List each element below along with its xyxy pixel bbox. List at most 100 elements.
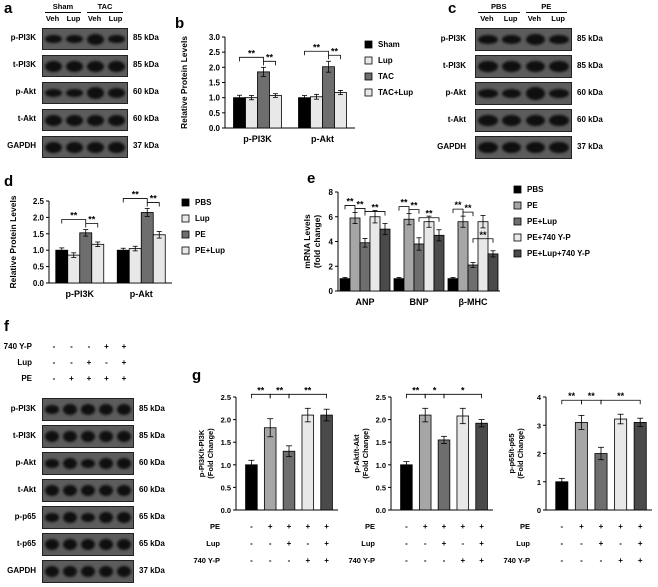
- panel-letter-b: b: [175, 15, 185, 32]
- condition-sign: -: [52, 374, 56, 383]
- y-tick-label: 1.0: [376, 461, 386, 470]
- kda-label: 60 kDa: [577, 87, 603, 97]
- blot-strip: [42, 560, 134, 583]
- blot-band: [44, 484, 60, 497]
- legend-label: TAC: [378, 72, 394, 81]
- bar: [393, 278, 405, 292]
- condition-sign: +: [86, 358, 92, 367]
- significance-marker: **: [464, 203, 472, 213]
- bar: [349, 217, 361, 292]
- significance-marker: **: [132, 190, 140, 200]
- blot-band: [525, 141, 546, 154]
- bar: [152, 234, 166, 284]
- blot-band: [549, 60, 569, 73]
- blot-band: [80, 512, 96, 523]
- significance-marker: **: [313, 42, 321, 52]
- significance-marker: **: [410, 201, 418, 211]
- blot-band: [62, 511, 78, 524]
- condition-label: PE: [21, 374, 32, 383]
- blot-label-p-pi3k: p-PI3K: [10, 33, 36, 42]
- condition-sign: +: [305, 522, 310, 531]
- bar: [437, 439, 451, 511]
- y-axis-label: (Fold Change): [361, 428, 370, 479]
- group-label-pbs: PBS: [491, 2, 507, 11]
- kda-label: 60 kDa: [139, 457, 165, 467]
- condition-label: Lup: [516, 539, 530, 548]
- blot-strip: [475, 82, 572, 105]
- lane-label-lup: Lup: [66, 14, 81, 23]
- lane-label-lup: Lup: [108, 14, 123, 23]
- condition-sign: +: [121, 358, 127, 367]
- blot-label-gapdh: GAPDH: [7, 141, 36, 150]
- legend-label: PBS: [195, 198, 212, 207]
- bar: [140, 212, 154, 284]
- kda-label: 85 kDa: [139, 403, 165, 413]
- y-axis-label: p-PI3K/t-PI3K: [197, 429, 206, 477]
- kda-label: 85 kDa: [133, 60, 159, 69]
- blot-band: [549, 88, 569, 99]
- bar: [555, 481, 569, 511]
- chart-e: 0 2 4 6 8 mRNA Levels (fold change) ANP BNP β-MHC…: [302, 185, 591, 307]
- blot-band: [86, 114, 105, 126]
- blot-band: [98, 430, 114, 443]
- blot-strip: [42, 425, 134, 448]
- y-tick-label: 0.5: [221, 483, 231, 492]
- y-tick-label: 0.0: [221, 506, 231, 515]
- blot-label-t-pi3k: t-PI3K: [442, 60, 466, 70]
- blot-strip: [42, 28, 128, 50]
- condition-sign: -: [306, 539, 309, 548]
- condition-label: 740 Y-P: [503, 556, 530, 565]
- bar: [263, 427, 277, 511]
- y-tick-label: 6: [329, 213, 334, 222]
- bar: [67, 254, 81, 284]
- y-axis-label: (Fold Change): [206, 428, 215, 479]
- blot-label-t-akt: t-Akt: [447, 114, 466, 124]
- blot-band: [549, 34, 569, 45]
- condition-label: PE: [520, 522, 530, 531]
- blot-band: [116, 403, 132, 416]
- condition-sign: +: [121, 342, 127, 351]
- condition-sign: +: [460, 522, 465, 531]
- y-tick-label: 0.0: [33, 279, 45, 288]
- y-axis-label: (fold change): [312, 215, 322, 269]
- blot-label-p-pi3k: p-PI3K: [440, 33, 466, 43]
- significance-marker: **: [331, 46, 339, 56]
- bar: [245, 464, 258, 511]
- blot-band: [80, 430, 96, 443]
- blot-band: [107, 88, 126, 98]
- kda-label: 85 kDa: [139, 430, 165, 440]
- blot-strip: [42, 82, 128, 104]
- y-axis-label: (Fold Change): [516, 428, 525, 479]
- blot-band: [65, 141, 84, 153]
- bar: [614, 418, 628, 511]
- significance-marker: **: [425, 209, 433, 219]
- condition-sign: -: [443, 556, 446, 565]
- significance-marker: **: [257, 385, 265, 395]
- significance-marker: *: [433, 385, 437, 395]
- blot-band: [98, 484, 114, 497]
- blot-strip: [42, 55, 128, 77]
- bar: [418, 414, 432, 511]
- blot-band: [62, 403, 78, 416]
- blot-band: [44, 538, 60, 551]
- blot-band: [501, 35, 522, 44]
- condition-sign: -: [105, 358, 108, 367]
- bar: [574, 422, 588, 511]
- blot-band: [478, 114, 498, 127]
- y-tick-label: 4: [329, 238, 334, 247]
- blot-band: [62, 430, 78, 443]
- bar: [301, 414, 315, 511]
- lane-label-lup: Lup: [551, 14, 565, 23]
- significance-bracket: [452, 208, 464, 214]
- blot-strip: [42, 479, 134, 502]
- blot-label-t-pi3k: t-PI3K: [12, 60, 36, 69]
- blot-strip: [42, 533, 134, 556]
- bar: [322, 66, 335, 129]
- group-label-tac: TAC: [97, 2, 113, 11]
- blot-band: [501, 141, 522, 154]
- y-tick-label: 1.0: [209, 94, 221, 103]
- significance-bracket: [122, 198, 148, 203]
- y-tick-label: 1.5: [209, 79, 221, 88]
- significance-marker: **: [371, 203, 379, 213]
- blot-band: [44, 114, 63, 126]
